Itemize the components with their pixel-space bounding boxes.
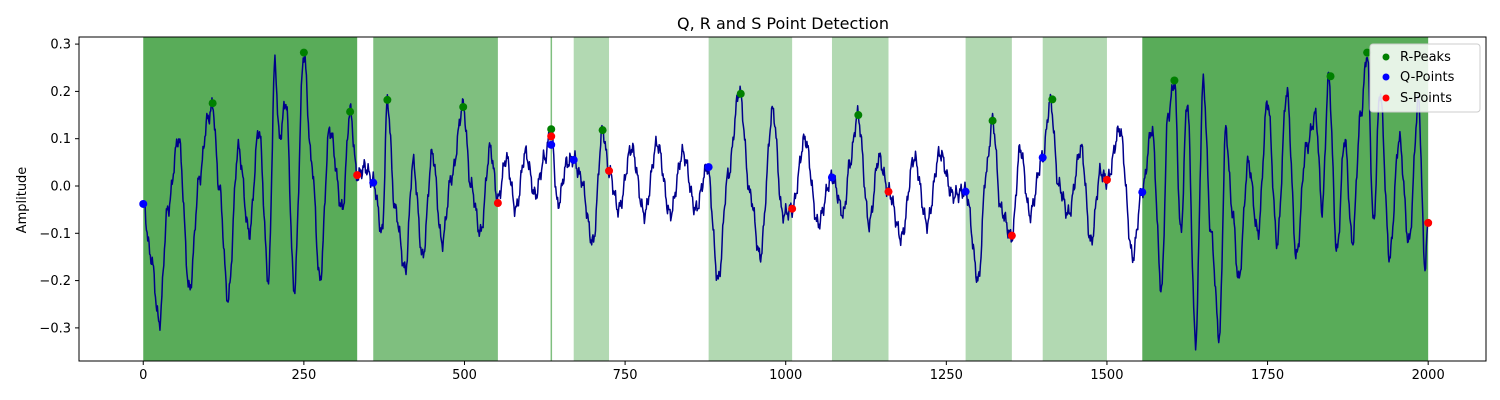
s-point-2 [547,132,556,141]
chart-title: Q, R and S Point Detection [677,14,889,33]
r-peak-point-8 [854,111,863,120]
r-peak-point-6 [598,126,607,135]
shaded-region-0 [143,37,358,361]
q-point-3 [569,155,578,164]
s-point-7 [1102,175,1111,184]
q-point-4 [704,163,713,172]
signal-line [142,54,1429,351]
r-peak-point-9 [988,116,997,125]
s-point-6 [1007,231,1016,240]
q-point-2 [547,140,556,149]
legend-label-s-points: S-Points [1400,91,1452,106]
q-point-0 [139,199,148,208]
points-layer [139,48,1433,240]
x-tick-label: 1500 [1090,368,1123,383]
shaded-region-5 [831,37,889,361]
x-tick-label: 500 [452,368,477,383]
r-peak-point-13 [1363,48,1372,57]
signal-layer [142,54,1429,351]
legend-box [1369,43,1481,113]
r-peak-point-3 [383,95,392,104]
y-axis-ticks: 0.3 0.2 0.1 0.0 −0.1 −0.2 −0.3 [39,38,79,336]
r-peak-point-12 [1326,72,1335,81]
q-point-1 [369,178,378,187]
s-point-3 [605,166,614,175]
q-point-8 [1138,188,1147,197]
y-tick-label: 0.3 [50,38,71,53]
x-tick-label: 0 [139,368,147,383]
x-tick-label: 1750 [1251,368,1284,383]
y-tick-label: −0.3 [39,321,71,336]
shaded-region-2 [550,37,553,361]
q-point-5 [827,173,836,182]
r-peak-point-0 [208,99,217,108]
r-peak-point-2 [346,107,355,116]
x-tick-label: 1250 [930,368,963,383]
r-peak-point-11 [1170,76,1179,85]
r-peak-point-5 [547,125,556,134]
plot-frame [78,36,1487,362]
legend-label-r-peaks: R-Peaks [1400,50,1451,65]
y-tick-label: 0.2 [50,85,71,100]
r-peak-point-1 [299,48,308,57]
legend-marker-r-peaks [1382,53,1390,61]
r-peak-point-7 [736,89,745,98]
r-peak-point-10 [1048,95,1057,104]
shaded-region-3 [573,37,610,361]
s-point-5 [884,187,893,196]
x-tick-label: 750 [613,368,638,383]
y-axis-label: Amplitude [15,167,30,234]
r-peak-point-4 [459,103,468,112]
x-tick-label: 2000 [1412,368,1445,383]
y-tick-label: 0.0 [50,179,71,194]
y-tick-label: 0.1 [50,132,71,147]
legend-marker-s-points [1382,94,1390,102]
shaded-region-6 [965,37,1012,361]
legend-label-q-points: Q-Points [1400,70,1455,85]
shaded-region-1 [373,37,498,361]
x-tick-label: 1000 [769,368,802,383]
q-point-7 [1038,153,1047,162]
s-point-4 [788,204,797,213]
x-tick-label: 250 [291,368,316,383]
s-point-8 [1424,218,1433,227]
s-point-1 [493,199,502,208]
legend: R-Peaks Q-Points S-Points [1369,43,1481,113]
shaded-regions [143,37,1429,361]
x-axis-ticks: 0 250 500 750 1000 1250 1500 1750 2000 [139,361,1445,383]
y-tick-label: −0.2 [39,274,71,289]
shaded-region-4 [708,37,793,361]
y-tick-label: −0.1 [39,227,71,242]
s-point-0 [353,171,362,180]
legend-marker-q-points [1382,73,1390,81]
q-point-6 [961,187,970,196]
